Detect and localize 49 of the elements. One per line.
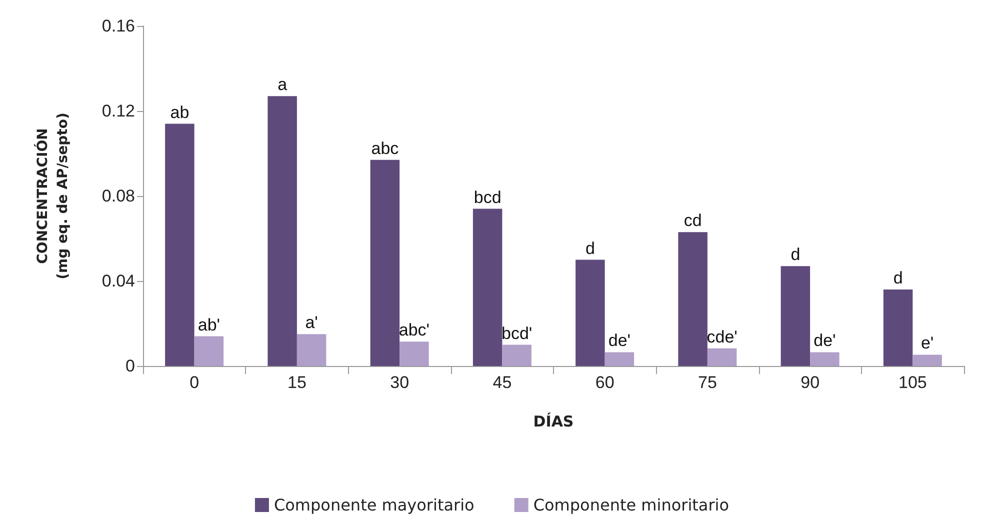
- bar: [268, 96, 297, 366]
- bar: [370, 160, 400, 366]
- x-tick-label: 15: [287, 373, 306, 392]
- data-label: ab': [198, 315, 220, 334]
- data-label: de': [608, 331, 631, 350]
- x-tick-label: 0: [190, 373, 200, 392]
- y-tick-label: 0.16: [102, 16, 135, 36]
- x-tick-label: 45: [492, 373, 512, 392]
- data-label: bcd: [474, 188, 502, 207]
- bar: [883, 290, 913, 366]
- x-tick-label: 105: [898, 373, 927, 392]
- x-tick-label: 60: [595, 373, 614, 392]
- bar: [576, 260, 605, 366]
- data-label: a: [278, 75, 288, 94]
- y-tick-label: 0.04: [102, 272, 135, 290]
- data-label: d: [790, 245, 800, 264]
- y-axis-title: CONCENTRACIÓN (mg eq. de AP/septo): [34, 112, 71, 280]
- x-axis-title: DÍAS: [533, 412, 574, 430]
- bar: [678, 232, 708, 366]
- data-label: e': [920, 334, 934, 353]
- bar: [604, 352, 634, 366]
- legend-label: Componente minoritario: [533, 496, 730, 514]
- data-label: de': [814, 331, 836, 350]
- data-label: bcd': [501, 324, 532, 343]
- bar: [194, 336, 224, 366]
- bar: [502, 344, 532, 366]
- data-label: ab: [170, 102, 190, 122]
- data-label: cde': [706, 327, 738, 346]
- bar: [810, 352, 840, 366]
- bar: [472, 208, 502, 366]
- legend-label: Componente mayoritario: [274, 496, 474, 514]
- bar: [165, 124, 194, 366]
- x-tick-label: 90: [800, 373, 820, 392]
- data-label: d: [893, 268, 903, 288]
- data-label: abc: [371, 138, 400, 158]
- data-label: a': [305, 313, 318, 332]
- data-label: d: [585, 238, 595, 258]
- bar: [296, 334, 326, 366]
- bar: [780, 266, 810, 366]
- y-tick-label: 0: [126, 356, 135, 376]
- bar: [707, 348, 737, 366]
- x-tick-label: 75: [698, 373, 717, 392]
- y-tick-label: 0.12: [102, 102, 135, 120]
- data-label: abc': [398, 320, 430, 340]
- bar: [912, 354, 942, 366]
- bar: [400, 342, 429, 366]
- x-tick-label: 30: [390, 373, 410, 392]
- y-tick-label: 0.08: [102, 186, 135, 206]
- data-label: cd: [684, 211, 702, 230]
